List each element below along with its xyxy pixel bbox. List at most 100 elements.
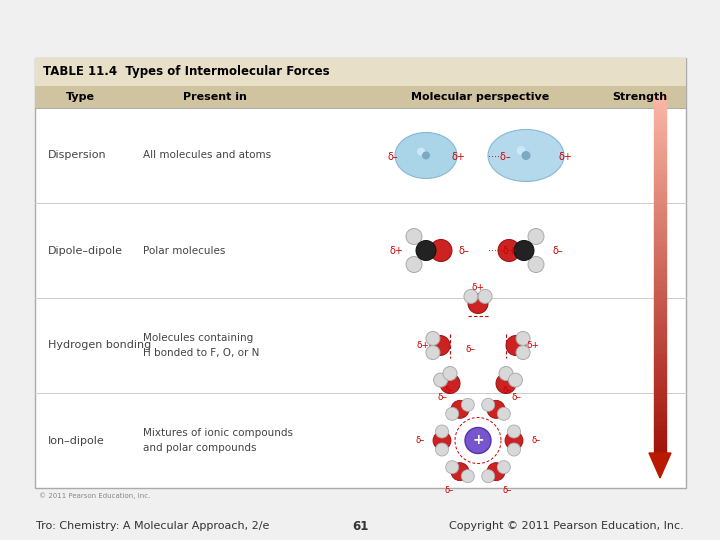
Text: δ–: δ– xyxy=(459,246,469,256)
Bar xyxy=(654,206,666,211)
Circle shape xyxy=(482,470,495,483)
Text: 61: 61 xyxy=(352,519,368,532)
Circle shape xyxy=(451,400,469,418)
Bar xyxy=(654,175,666,179)
Text: All molecules and atoms: All molecules and atoms xyxy=(143,151,271,160)
Bar xyxy=(654,188,666,193)
Text: δ–: δ– xyxy=(503,386,512,395)
Text: TABLE 11.4  Types of Intermolecular Forces: TABLE 11.4 Types of Intermolecular Force… xyxy=(43,65,330,78)
Polygon shape xyxy=(649,453,671,478)
Bar xyxy=(654,336,666,341)
Bar xyxy=(654,417,666,422)
Bar xyxy=(654,422,666,426)
Circle shape xyxy=(487,400,505,418)
Bar xyxy=(654,112,666,117)
Bar xyxy=(654,166,666,170)
Text: δ+: δ+ xyxy=(526,341,539,350)
Circle shape xyxy=(417,147,425,156)
Circle shape xyxy=(436,443,449,456)
Bar xyxy=(654,359,666,363)
Bar xyxy=(654,273,666,278)
Bar xyxy=(654,287,666,292)
Circle shape xyxy=(516,146,526,155)
Text: ·····δ+: ·····δ+ xyxy=(488,246,517,256)
Bar xyxy=(654,395,666,399)
Circle shape xyxy=(478,289,492,303)
Text: δ–: δ– xyxy=(465,345,475,354)
Circle shape xyxy=(521,151,531,160)
Bar xyxy=(654,255,666,260)
Bar xyxy=(654,413,666,417)
Circle shape xyxy=(440,374,460,394)
Bar xyxy=(654,125,666,130)
Bar xyxy=(654,309,666,314)
Bar xyxy=(654,430,666,435)
Text: Strength: Strength xyxy=(613,92,667,102)
Bar xyxy=(654,323,666,327)
Bar xyxy=(654,372,666,377)
Text: Dipole–dipole: Dipole–dipole xyxy=(48,246,123,255)
Circle shape xyxy=(528,228,544,245)
Bar xyxy=(654,170,666,175)
Circle shape xyxy=(464,289,478,303)
Text: Molecular perspective: Molecular perspective xyxy=(411,92,549,102)
Bar xyxy=(35,58,686,488)
Bar xyxy=(35,58,686,86)
Bar xyxy=(654,440,666,444)
Bar xyxy=(654,403,666,408)
Text: Ion–dipole: Ion–dipole xyxy=(48,435,104,445)
Bar xyxy=(654,238,666,242)
Bar xyxy=(654,184,666,188)
Circle shape xyxy=(426,346,440,360)
Bar xyxy=(35,86,686,108)
Bar xyxy=(654,390,666,395)
Text: δ+: δ+ xyxy=(558,152,572,161)
Bar xyxy=(654,363,666,368)
Bar xyxy=(654,269,666,273)
Bar xyxy=(654,103,666,107)
Bar xyxy=(654,121,666,125)
Bar xyxy=(654,314,666,319)
Text: δ+: δ+ xyxy=(472,283,485,292)
Text: δ+: δ+ xyxy=(451,152,465,161)
Text: δ–: δ– xyxy=(503,486,512,495)
Bar xyxy=(654,211,666,215)
Bar xyxy=(654,107,666,112)
Bar xyxy=(654,332,666,336)
Bar xyxy=(654,220,666,224)
Bar xyxy=(654,265,666,269)
Bar xyxy=(654,327,666,332)
Bar xyxy=(654,377,666,381)
Text: ····δ–: ····δ– xyxy=(488,152,510,161)
Circle shape xyxy=(508,443,521,456)
Circle shape xyxy=(498,240,520,261)
Circle shape xyxy=(499,367,513,381)
Text: Hydrogen bonding: Hydrogen bonding xyxy=(48,341,151,350)
Bar xyxy=(654,282,666,287)
Bar xyxy=(654,130,666,134)
Circle shape xyxy=(462,399,474,411)
Bar xyxy=(654,224,666,228)
Text: Type: Type xyxy=(66,92,94,102)
Text: Copyright © 2011 Pearson Education, Inc.: Copyright © 2011 Pearson Education, Inc. xyxy=(449,521,684,531)
Circle shape xyxy=(433,373,448,387)
Circle shape xyxy=(416,240,436,260)
Bar xyxy=(654,179,666,184)
Bar xyxy=(654,368,666,372)
Circle shape xyxy=(446,461,459,474)
Circle shape xyxy=(406,228,422,245)
Bar xyxy=(654,117,666,121)
Circle shape xyxy=(436,425,449,438)
Text: δ–: δ– xyxy=(387,152,398,161)
Circle shape xyxy=(422,152,430,159)
Circle shape xyxy=(508,373,523,387)
Circle shape xyxy=(487,463,505,481)
Bar xyxy=(654,260,666,265)
Circle shape xyxy=(451,463,469,481)
Bar xyxy=(654,305,666,309)
Bar xyxy=(654,354,666,359)
Bar xyxy=(654,157,666,161)
Bar xyxy=(654,399,666,403)
Text: +: + xyxy=(472,434,484,448)
Text: δ–: δ– xyxy=(444,486,454,495)
